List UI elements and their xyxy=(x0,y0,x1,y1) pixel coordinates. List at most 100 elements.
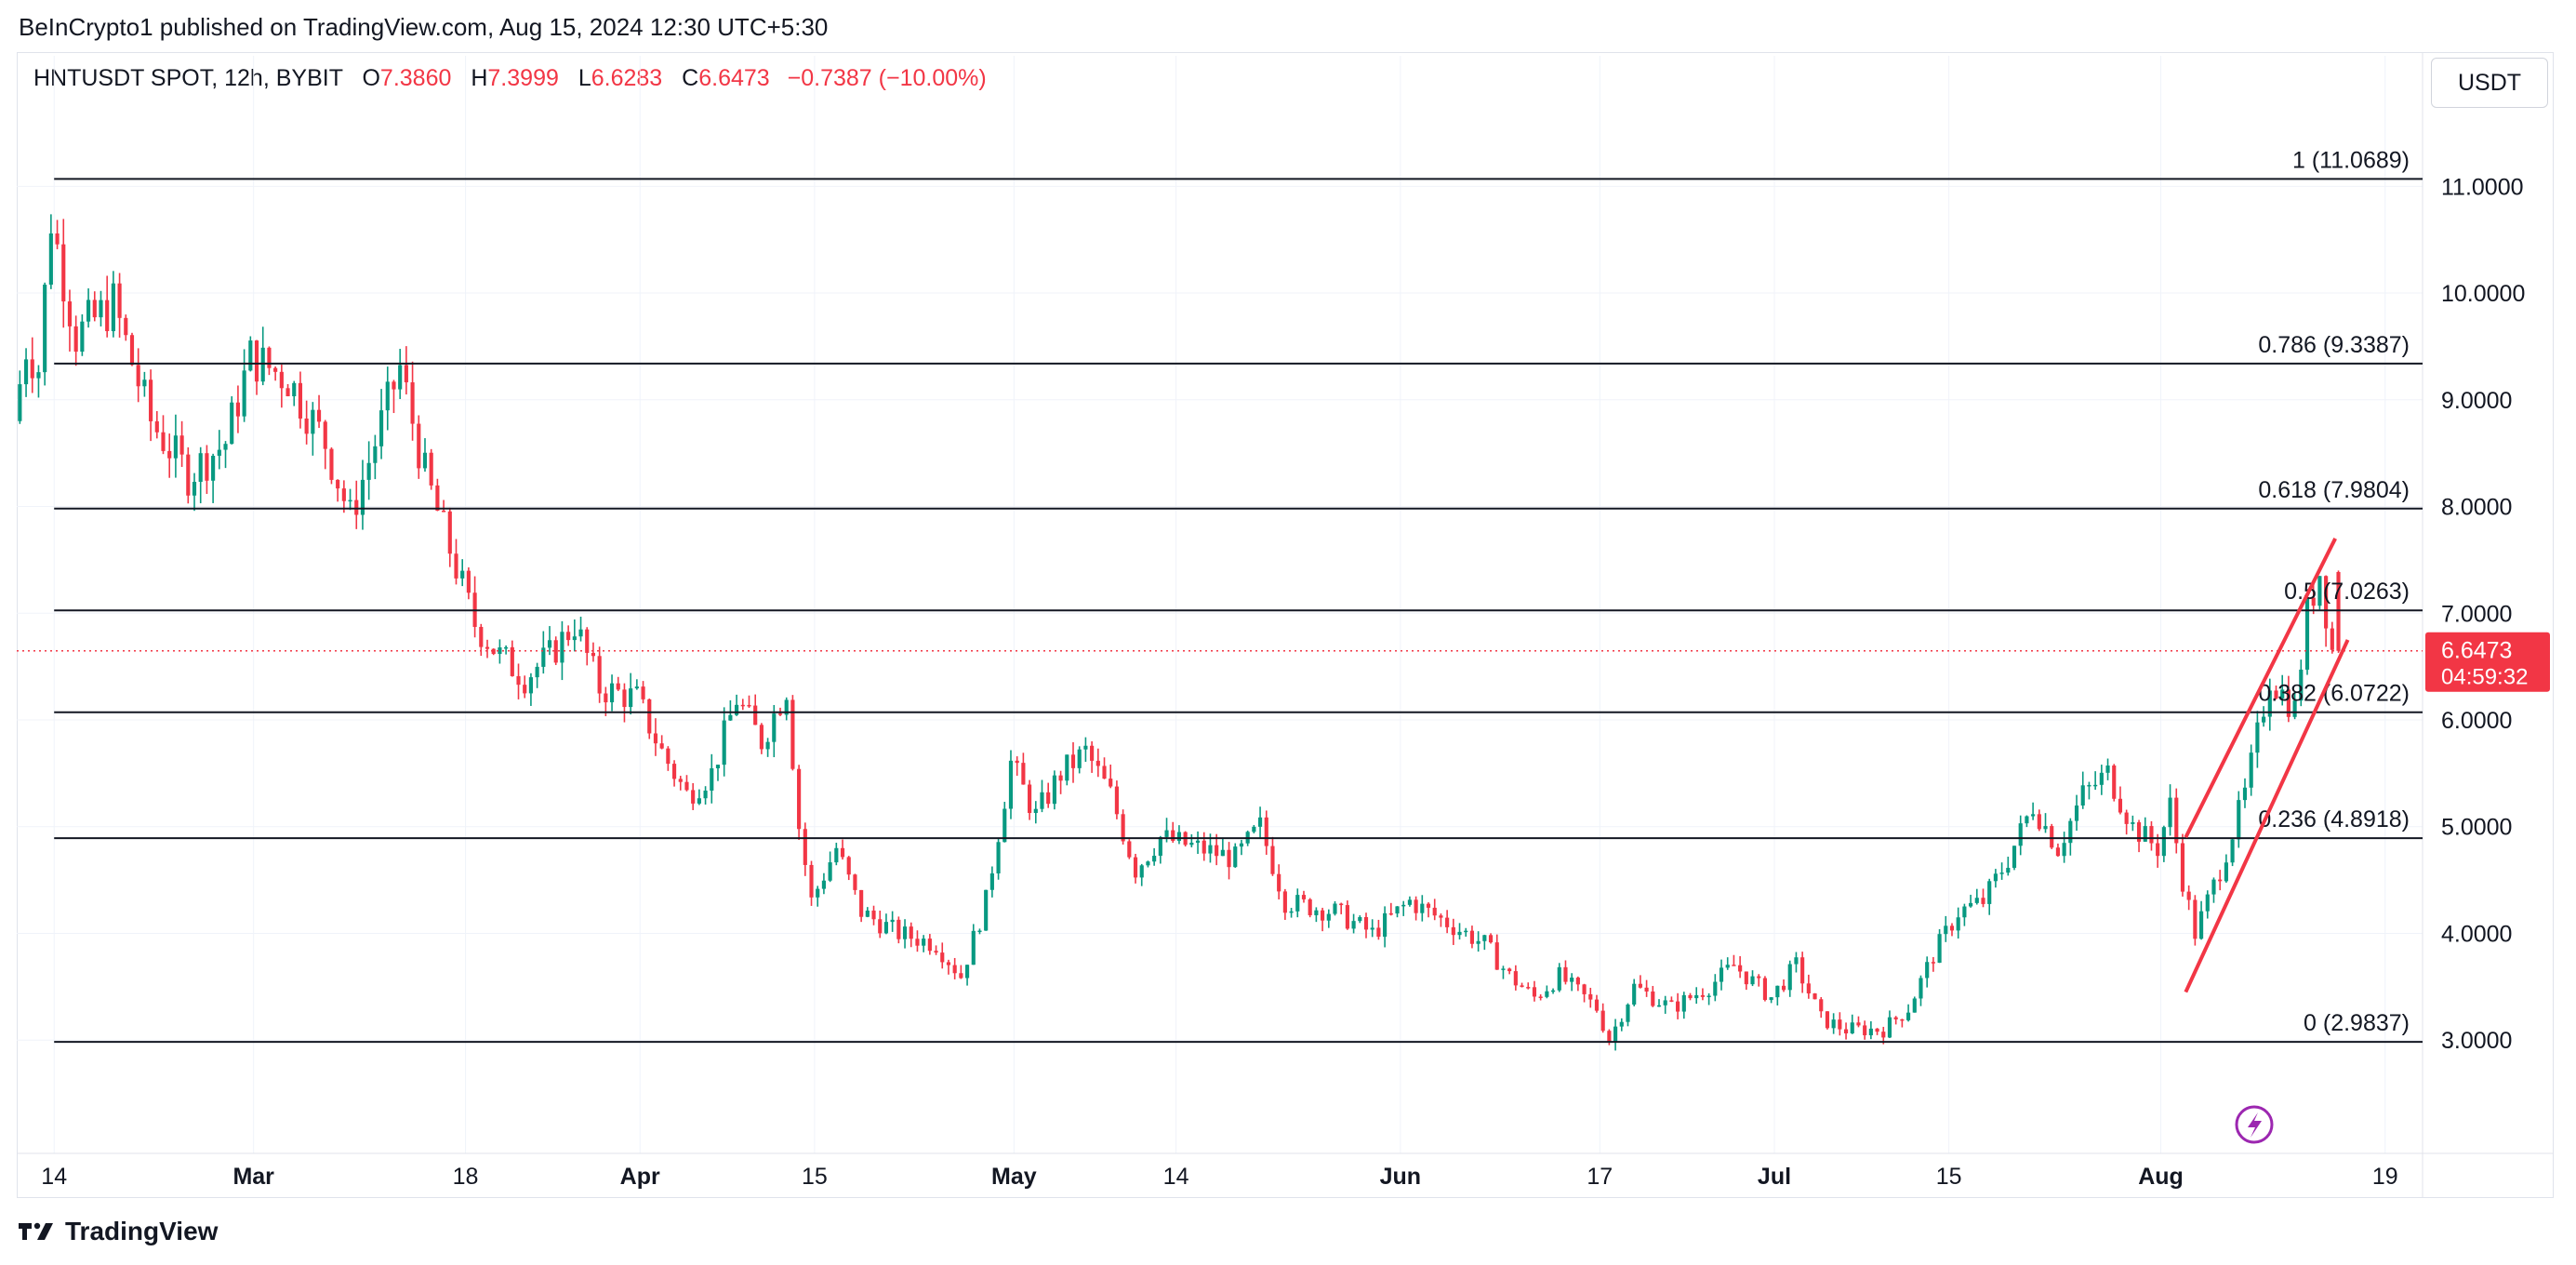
candle-body xyxy=(2050,826,2054,848)
candle-body xyxy=(136,365,140,387)
time-tick-label: 17 xyxy=(1587,1164,1613,1190)
candle-body xyxy=(1900,1019,1905,1021)
candle-body xyxy=(1109,779,1113,787)
candle-body xyxy=(735,704,739,715)
price-tick-label: 10.0000 xyxy=(2441,281,2525,307)
candle-body xyxy=(2080,785,2085,806)
tradingview-brand[interactable]: TradingView xyxy=(19,1217,218,1246)
chart-pane[interactable] xyxy=(17,52,2554,1198)
candle-body xyxy=(1295,895,1300,912)
candle-body xyxy=(1831,1019,1836,1029)
candle-body xyxy=(1058,775,1063,781)
candle-body xyxy=(192,482,197,496)
legend-open-value: 7.3860 xyxy=(379,65,452,91)
candle-body xyxy=(61,244,66,302)
candle-body xyxy=(697,798,701,804)
candle-body xyxy=(1881,1032,1886,1038)
candle-body xyxy=(535,666,539,678)
candle-body xyxy=(566,632,571,641)
candle-body xyxy=(1139,865,1144,878)
candle-body xyxy=(1451,926,1455,936)
candle-body xyxy=(2068,820,2073,844)
candle-body xyxy=(1414,899,1418,913)
candle-body xyxy=(1469,930,1475,944)
candle-body xyxy=(715,765,721,768)
candle-body xyxy=(1407,899,1412,905)
candle-body xyxy=(834,847,839,863)
price-tick-label: 6.0000 xyxy=(2441,708,2512,734)
candle-body xyxy=(1339,903,1344,906)
tradingview-logo-icon xyxy=(19,1222,53,1240)
legend-low-label: L xyxy=(578,65,591,91)
candle-body xyxy=(111,283,115,332)
candle-body xyxy=(1520,985,1524,988)
candle-body xyxy=(454,553,458,579)
candle-body xyxy=(67,301,73,326)
time-tick-label: 15 xyxy=(802,1164,828,1190)
candle-body xyxy=(996,842,1001,874)
candle-body xyxy=(1931,962,1935,964)
candle-body xyxy=(560,632,564,663)
candle-body xyxy=(747,704,751,707)
candle-body xyxy=(1083,745,1088,750)
candle-body xyxy=(964,965,970,979)
candle-body xyxy=(1669,1000,1674,1002)
candle-body xyxy=(1538,996,1543,998)
candle-body xyxy=(2025,816,2029,824)
price-tick-label: 5.0000 xyxy=(2441,815,2512,841)
candle-body xyxy=(1738,965,1743,972)
legend-low-value: 6.6283 xyxy=(591,65,663,91)
candle-body xyxy=(279,371,284,389)
currency-button[interactable]: USDT xyxy=(2431,58,2548,108)
candle-body xyxy=(1314,910,1319,915)
candle-body xyxy=(1981,898,1985,904)
candle-body xyxy=(1744,971,1748,985)
candle-body xyxy=(491,648,496,655)
candle-body xyxy=(927,939,932,952)
candle-body xyxy=(952,965,957,974)
channel-upper-line xyxy=(2184,538,2337,839)
candle-body xyxy=(516,675,521,686)
lightning-icon[interactable] xyxy=(2235,1105,2274,1144)
candle-body xyxy=(1694,994,1699,999)
candle-body xyxy=(1550,990,1556,992)
candle-body xyxy=(1713,981,1718,996)
candle-body xyxy=(30,359,34,379)
time-tick-label: 15 xyxy=(1936,1164,1962,1190)
fib-level-label: 1 (11.0689) xyxy=(2292,147,2410,173)
candle-body xyxy=(1676,1001,1680,1012)
candle-body xyxy=(2286,689,2291,717)
candle-body xyxy=(304,418,309,434)
candle-body xyxy=(896,919,901,939)
candle-body xyxy=(1464,930,1468,933)
candle-body xyxy=(1626,1005,1630,1022)
candle-body xyxy=(447,511,452,554)
candle-body xyxy=(803,829,807,865)
candle-body xyxy=(2037,814,2041,830)
candle-body xyxy=(1999,872,2004,874)
price-tick-label: 11.0000 xyxy=(2441,174,2524,200)
candle-body xyxy=(105,300,110,332)
candle-body xyxy=(989,873,994,890)
candle-body xyxy=(1476,940,1481,944)
candle-body xyxy=(2249,752,2253,788)
legend-symbol[interactable]: HNTUSDT SPOT, 12h, BYBIT xyxy=(33,65,343,91)
candle-body xyxy=(2186,891,2191,900)
candle-body xyxy=(572,636,577,641)
price-tick-label: 9.0000 xyxy=(2441,388,2512,414)
candle-body xyxy=(1208,845,1213,854)
candle-body xyxy=(1987,881,1992,904)
candle-body xyxy=(2330,628,2334,650)
candle-body xyxy=(385,381,390,411)
candle-body xyxy=(1003,808,1007,843)
candle-body xyxy=(710,767,714,791)
candle-body xyxy=(2143,826,2147,842)
candle-body xyxy=(1052,775,1056,805)
candle-body xyxy=(777,713,783,715)
candle-body xyxy=(2224,862,2228,882)
candle-body xyxy=(2255,722,2260,753)
candle-body xyxy=(254,340,259,382)
time-tick-label: 18 xyxy=(453,1164,479,1190)
candle-body xyxy=(417,423,421,469)
